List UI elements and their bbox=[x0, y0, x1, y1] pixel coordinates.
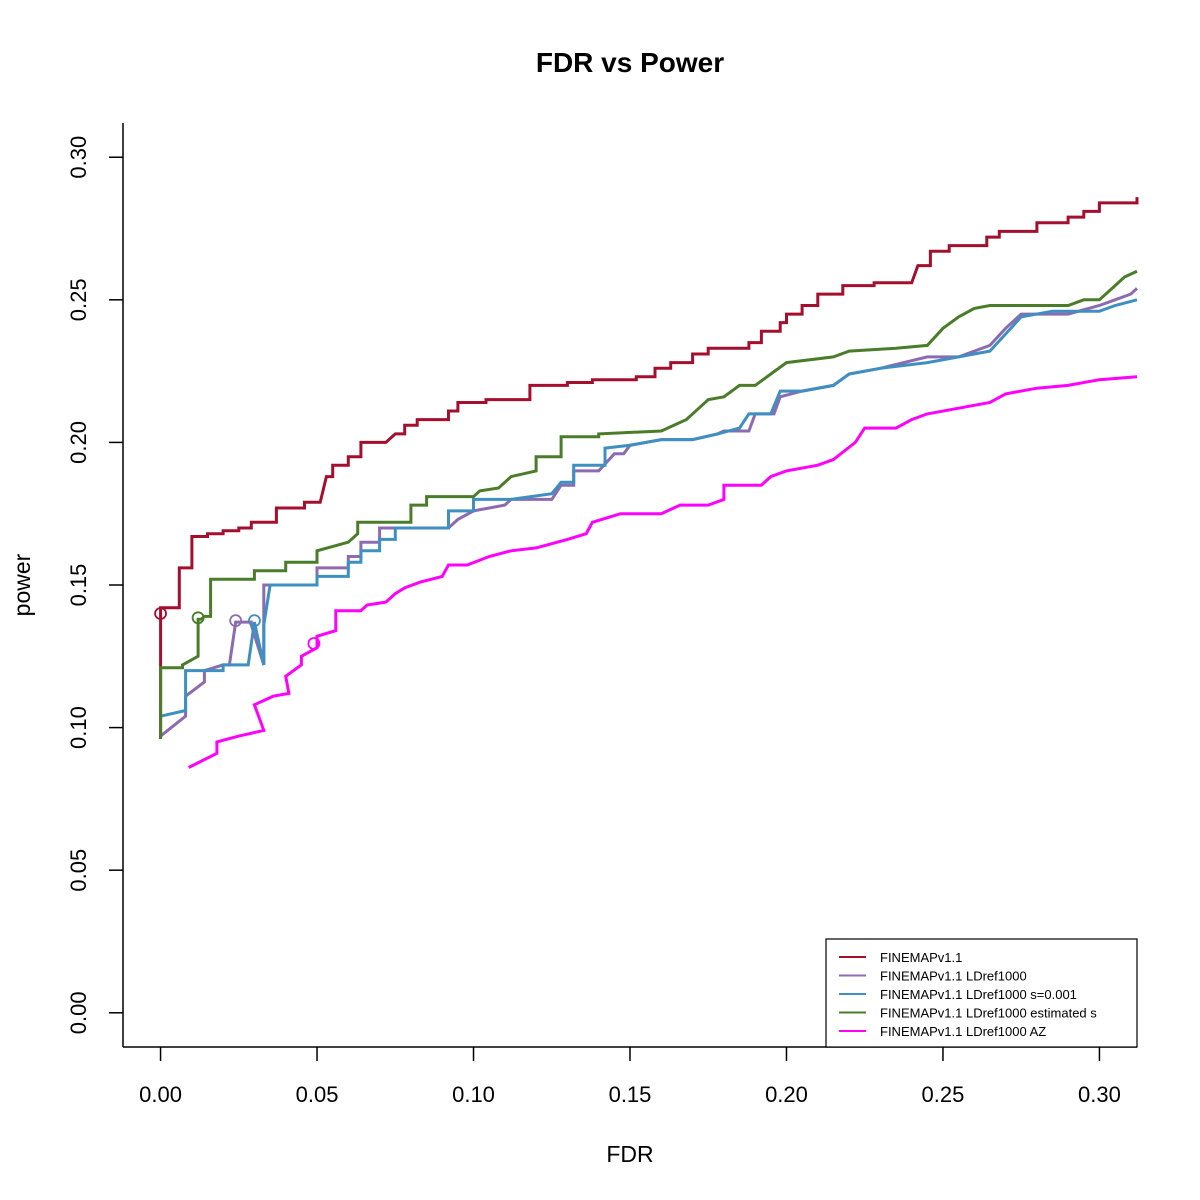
y-tick-label: 0.10 bbox=[66, 706, 91, 749]
threshold-marker-5 bbox=[307, 637, 321, 650]
threshold-marker-3 bbox=[248, 614, 261, 628]
series-layer bbox=[159, 197, 1139, 769]
legend: FINEMAPv1.1 FINEMAPv1.1 LDref1000 FINEMAPv… bbox=[825, 938, 1138, 1048]
series-line-5 bbox=[188, 375, 1138, 769]
legend-label-5: FINEMAPv1.1 LDref1000 AZ bbox=[880, 1024, 1046, 1039]
x-tick-label: 0.25 bbox=[922, 1082, 965, 1107]
x-tick-label: 0.00 bbox=[139, 1082, 182, 1107]
y-tick-label: 0.05 bbox=[66, 849, 91, 892]
y-tick-label: 0.20 bbox=[66, 421, 91, 464]
x-tick-label: 0.10 bbox=[452, 1082, 495, 1107]
y-axis-label: power bbox=[9, 553, 35, 616]
series-line-3 bbox=[160, 298, 1138, 718]
series-line-2 bbox=[159, 287, 1139, 738]
y-tick-label: 0.25 bbox=[66, 278, 91, 321]
marker-layer bbox=[154, 607, 321, 650]
series-line-1 bbox=[159, 197, 1139, 739]
threshold-marker-1 bbox=[154, 607, 167, 620]
threshold-marker-4 bbox=[191, 611, 205, 625]
x-tick-label: 0.05 bbox=[296, 1082, 339, 1107]
y-tick-label: 0.15 bbox=[66, 564, 91, 607]
legend-label-2: FINEMAPv1.1 LDref1000 bbox=[880, 969, 1027, 984]
x-axis-label: FDR bbox=[606, 1141, 653, 1167]
series-line-4 bbox=[159, 269, 1138, 739]
chart-title: FDR vs Power bbox=[536, 47, 724, 78]
legend-box bbox=[825, 938, 1138, 1048]
y-tick-label: 0.30 bbox=[66, 136, 91, 179]
legend-label-4: FINEMAPv1.1 LDref1000 estimated s bbox=[880, 1006, 1097, 1021]
legend-label-1: FINEMAPv1.1 bbox=[880, 950, 962, 965]
axes: 0.00 0.05 0.10 0.15 0.20 0.25 0.30 0.00 0.05 0.10… bbox=[66, 123, 1137, 1107]
x-tick-label: 0.30 bbox=[1078, 1082, 1121, 1107]
legend-label-3: FINEMAPv1.1 LDref1000 s=0.001 bbox=[880, 987, 1077, 1002]
threshold-marker-2 bbox=[229, 614, 243, 628]
x-tick-label: 0.15 bbox=[609, 1082, 652, 1107]
x-tick-label: 0.20 bbox=[765, 1082, 808, 1107]
y-tick-label: 0.00 bbox=[66, 991, 91, 1034]
